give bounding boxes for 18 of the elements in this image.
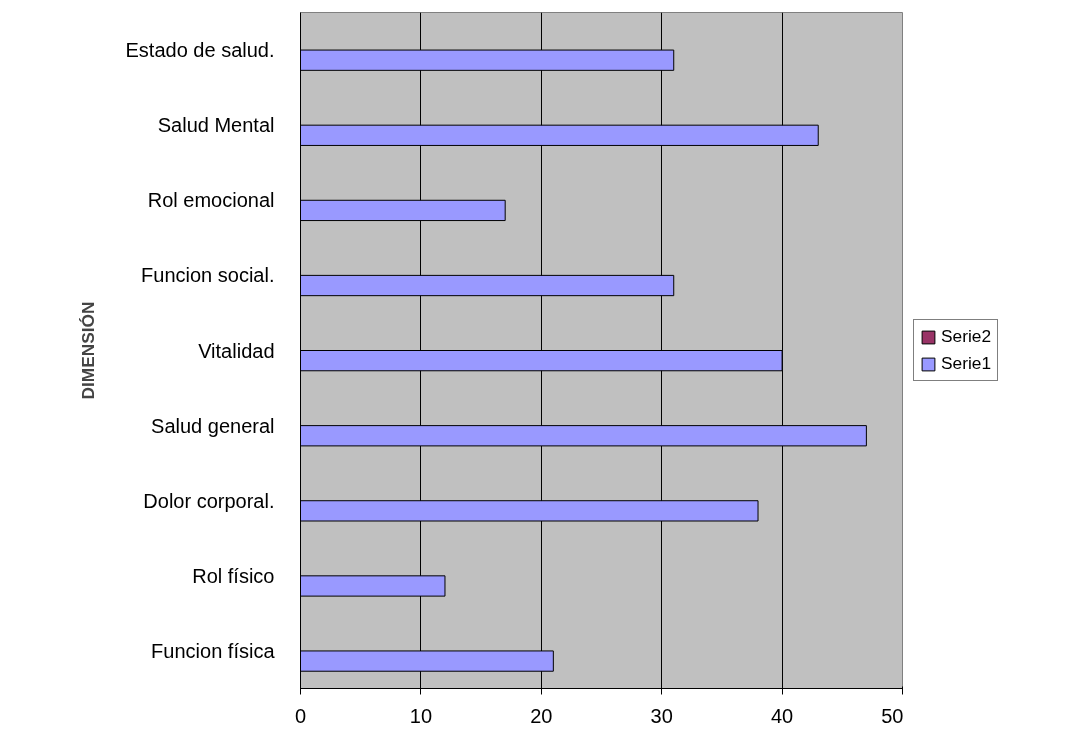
x-tick-label: 0 xyxy=(294,704,307,727)
y-tick-label: Funcion social. xyxy=(141,264,275,287)
legend-label: Serie2 xyxy=(941,326,992,347)
y-tick-label: Rol físico xyxy=(192,564,275,587)
y-tick-label: Dolor corporal. xyxy=(143,489,275,512)
y-tick-label: Salud Mental xyxy=(157,114,275,137)
y-tick-label: Salud general xyxy=(151,414,275,437)
x-tick-label: 30 xyxy=(650,704,673,727)
x-tick-label: 50 xyxy=(881,704,904,727)
y-axis-title: DIMENSIÓN xyxy=(77,301,98,400)
y-tick-label: Funcion física xyxy=(151,639,276,662)
y-tick-label: Rol emocional xyxy=(147,189,275,212)
x-tick-label: 10 xyxy=(409,704,433,727)
y-tick-label: Estado de salud. xyxy=(125,39,275,62)
y-tick-label: Vitalidad xyxy=(198,339,275,362)
legend-label: Serie1 xyxy=(941,353,992,374)
x-tick-label: 40 xyxy=(770,704,794,727)
x-tick-label: 20 xyxy=(530,704,553,727)
